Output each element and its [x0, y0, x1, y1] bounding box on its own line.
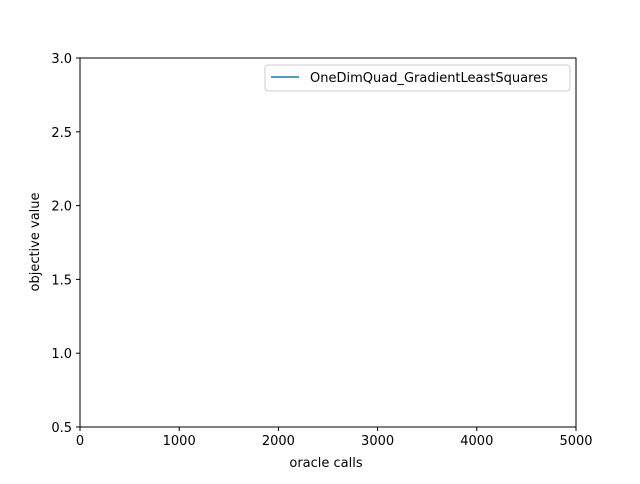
y-tick-label: 1.5	[51, 273, 72, 288]
y-tick-label: 0.5	[51, 421, 72, 436]
x-tick-label: 2000	[262, 434, 295, 449]
x-tick-label: 4000	[460, 434, 493, 449]
plot-frame	[79, 57, 577, 428]
legend-box	[264, 64, 571, 92]
y-tick-label: 1.0	[51, 347, 72, 362]
y-tick-label: 2.0	[51, 200, 72, 215]
x-axis-ticks: 0 1000 2000 3000 4000 5000	[76, 427, 593, 449]
legend: OneDimQuad_GradientLeastSquares	[264, 64, 571, 92]
y-axis-label: objective value	[28, 192, 43, 291]
y-tick-label: 2.5	[51, 126, 72, 141]
y-axis-ticks: 0.5 1.0 1.5 2.0 2.5 3.0	[51, 52, 80, 436]
plot-area	[80, 58, 576, 427]
x-axis-label: oracle calls	[289, 456, 362, 471]
x-tick-label: 3000	[361, 434, 394, 449]
legend-label: OneDimQuad_GradientLeastSquares	[310, 71, 548, 86]
x-tick-label: 0	[76, 434, 84, 449]
x-tick-label: 1000	[163, 434, 196, 449]
x-tick-label: 5000	[559, 434, 592, 449]
y-tick-label: 3.0	[51, 52, 72, 67]
